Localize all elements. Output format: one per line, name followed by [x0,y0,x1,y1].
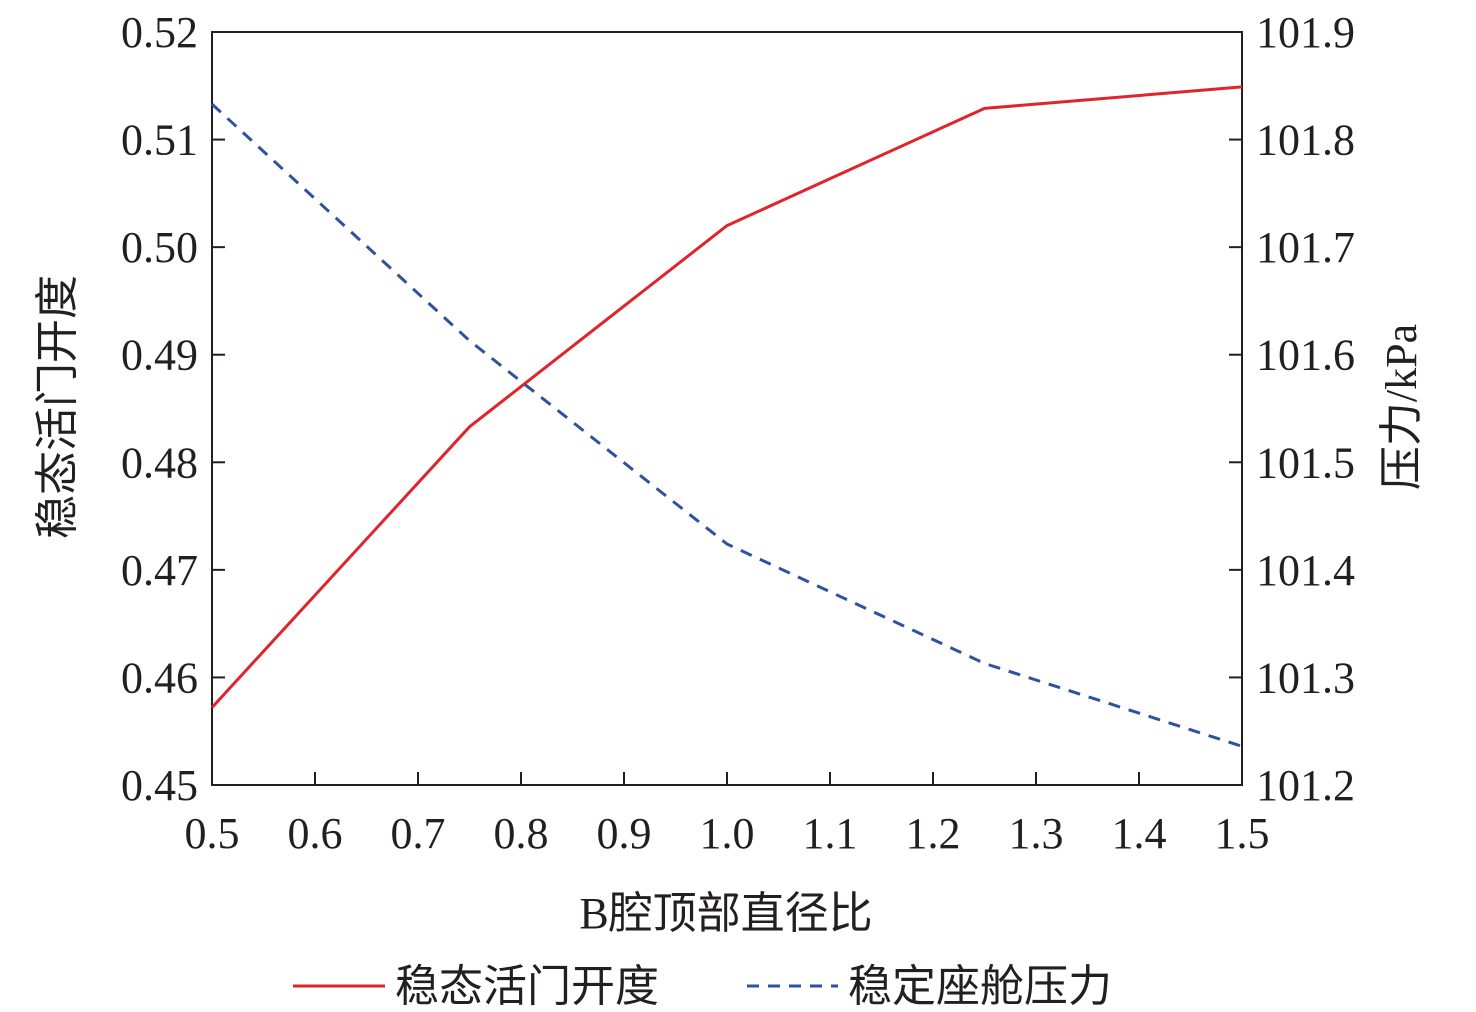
x-axis-title: B腔顶部直径比 [579,889,872,938]
plot-frame [211,31,1243,786]
y-right-tick-label: 101.2 [1256,761,1355,810]
x-tick-label: 1.5 [1215,809,1270,858]
x-tick-label: 0.5 [185,809,240,858]
x-tick-label: 1.3 [1009,809,1064,858]
series-line-1 [210,102,1243,748]
series-line-0 [210,85,1243,709]
y-left-tick-label: 0.52 [121,8,198,57]
y-right-tick-label: 101.4 [1256,546,1355,595]
y-right-tick-label: 101.5 [1256,438,1355,487]
x-tick-label: 0.8 [494,809,549,858]
y-right-tick-label: 101.7 [1256,223,1355,272]
y-left-tick-label: 0.46 [121,653,198,702]
y-right-tick-label: 101.9 [1256,8,1355,57]
x-tick-label: 0.7 [391,809,446,858]
x-tick-label: 0.9 [597,809,652,858]
x-tick-label: 1.2 [906,809,961,858]
plot-frame-layer [211,31,1243,786]
y-right-tick-label: 101.6 [1256,331,1355,380]
ticks-layer: 0.5 0.6 0.7 0.8 0.9 1.0 1.1 1.2 1.3 1.4 1.5 0.45 0.4… [121,8,1355,858]
y-left-tick-label: 0.50 [121,223,198,272]
x-tick-label: 1.1 [803,809,858,858]
y-right-tick-label: 101.3 [1256,653,1355,702]
y-left-tick-label: 0.49 [121,331,198,380]
y-left-tick-label: 0.45 [121,761,198,810]
y-left-tick-label: 0.48 [121,438,198,487]
x-tick-label: 1.4 [1112,809,1167,858]
legend-label-cabin-pressure: 稳定座舱压力 [848,962,1112,1011]
x-tick-label: 1.0 [700,809,755,858]
legend: 稳态活门开度 稳定座舱压力 [293,962,1112,1011]
y-right-axis-title: 压力/kPa [1377,324,1426,490]
y-left-tick-label: 0.47 [121,546,198,595]
y-left-axis-title: 稳态活门开度 [33,275,82,539]
x-tick-label: 0.6 [288,809,343,858]
y-right-tick-label: 101.8 [1256,116,1355,165]
legend-label-valve-opening: 稳态活门开度 [395,962,659,1011]
y-left-tick-label: 0.51 [121,116,198,165]
series-layer [210,85,1243,748]
